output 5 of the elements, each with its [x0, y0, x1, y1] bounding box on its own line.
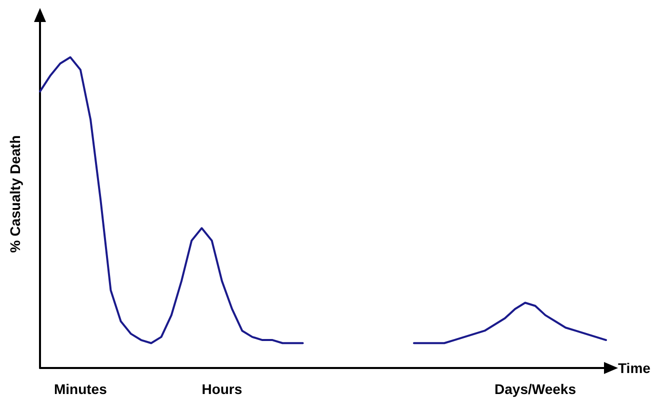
- x-tick-label: Minutes: [54, 381, 108, 397]
- x-tick-label: Days/Weeks: [494, 381, 576, 397]
- x-tick-label: Hours: [202, 381, 242, 397]
- x-axis-title: Time: [618, 360, 651, 376]
- y-axis-title: % Casualty Death: [7, 135, 23, 253]
